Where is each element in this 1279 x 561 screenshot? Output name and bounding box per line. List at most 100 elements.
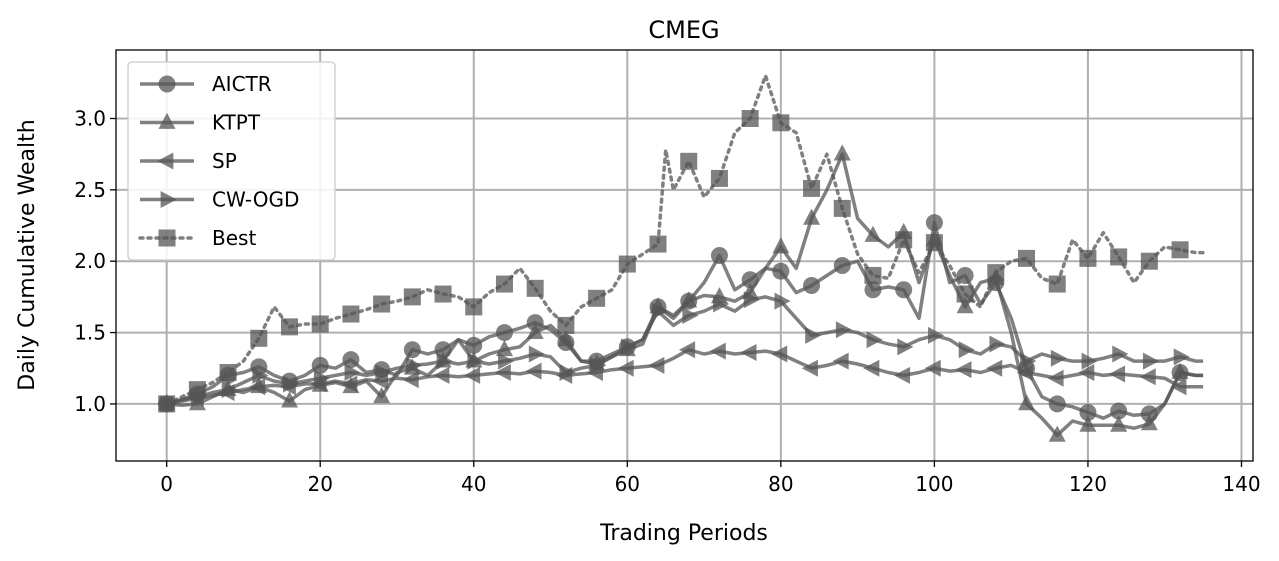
data-point <box>678 341 696 359</box>
data-point <box>1110 402 1128 420</box>
data-point <box>1079 403 1097 421</box>
data-point <box>1079 249 1097 267</box>
data-point <box>864 225 882 242</box>
data-point <box>740 344 757 362</box>
data-point <box>866 331 883 349</box>
data-point <box>835 321 853 339</box>
data-point <box>1108 365 1126 383</box>
data-point <box>1139 368 1156 386</box>
data-point <box>495 275 513 293</box>
data-point <box>924 359 941 377</box>
data-point <box>1079 415 1097 432</box>
data-point <box>771 345 788 363</box>
data-point <box>956 266 974 284</box>
data-point <box>928 326 945 344</box>
data-point <box>526 322 544 339</box>
data-point <box>1171 362 1189 379</box>
y-tick-label: 1.0 <box>74 392 106 416</box>
data-point <box>311 315 329 333</box>
data-point <box>188 381 206 399</box>
data-point <box>311 356 329 374</box>
data-point <box>805 326 822 344</box>
data-point <box>713 295 730 313</box>
data-point <box>1110 248 1128 266</box>
data-point <box>436 352 453 370</box>
data-point <box>618 255 636 273</box>
chart-title: CMEG <box>648 16 719 44</box>
data-point <box>682 306 699 324</box>
legend-marker <box>158 112 176 129</box>
legend-label: CW-OGD <box>212 188 299 212</box>
data-point <box>250 329 268 347</box>
data-point <box>864 266 882 284</box>
data-point <box>463 366 481 384</box>
data-point <box>373 387 391 404</box>
data-point <box>925 234 943 252</box>
data-point <box>465 336 483 354</box>
data-point <box>864 281 882 299</box>
legend-marker <box>158 75 176 93</box>
x-tick-label: 140 <box>1222 472 1260 496</box>
x-tick-label: 0 <box>160 472 173 496</box>
data-point <box>651 302 668 320</box>
x-tick-label: 80 <box>768 472 793 496</box>
data-point <box>1142 352 1160 370</box>
data-point <box>863 359 880 377</box>
data-point <box>1048 395 1066 413</box>
data-point <box>557 316 575 334</box>
data-point <box>710 169 728 187</box>
data-point <box>498 352 515 370</box>
data-point <box>434 285 452 303</box>
data-point <box>925 214 943 232</box>
data-point <box>774 292 791 310</box>
data-point <box>375 364 392 382</box>
data-point <box>1140 252 1158 270</box>
data-point <box>249 378 266 396</box>
data-point <box>1048 275 1066 293</box>
x-tick-label: 120 <box>1069 472 1107 496</box>
data-point <box>833 256 851 274</box>
data-point <box>405 356 423 374</box>
data-point <box>743 291 760 309</box>
plot-frame <box>115 49 1254 462</box>
data-point <box>467 352 484 370</box>
data-point <box>525 362 542 380</box>
data-point <box>344 364 361 382</box>
data-point <box>281 391 299 408</box>
data-point <box>433 366 450 384</box>
data-point <box>559 364 576 382</box>
data-point <box>1018 249 1036 267</box>
data-point <box>772 262 790 280</box>
data-point <box>373 295 391 313</box>
data-point <box>1140 414 1158 431</box>
y-tick-label: 2.0 <box>74 249 106 273</box>
data-point <box>1047 369 1064 387</box>
data-point <box>557 329 575 347</box>
data-point <box>342 351 360 369</box>
x-tick-label: 40 <box>461 472 486 496</box>
data-point <box>986 359 1003 377</box>
data-point <box>803 208 821 225</box>
data-point <box>649 235 667 253</box>
data-point <box>833 144 851 161</box>
x-tick-label: 60 <box>615 472 640 496</box>
data-point <box>893 366 911 384</box>
x-tick-label: 20 <box>307 472 332 496</box>
data-point <box>832 352 849 370</box>
series-layer <box>156 73 1205 442</box>
legend: AICTR KTPT SP CW-OGD Best <box>127 61 336 261</box>
data-point <box>526 279 544 297</box>
legend-item-cw-ogd: CW-OGD <box>140 188 299 212</box>
data-point <box>495 324 513 342</box>
legend-box <box>127 61 336 261</box>
data-point <box>895 231 913 249</box>
data-point <box>680 291 698 308</box>
data-point <box>620 338 638 356</box>
data-point <box>341 375 358 393</box>
data-point <box>526 314 544 332</box>
data-point <box>989 335 1006 353</box>
legend-item-sp: SP <box>140 149 237 173</box>
data-point <box>956 285 974 303</box>
data-point <box>958 341 975 359</box>
